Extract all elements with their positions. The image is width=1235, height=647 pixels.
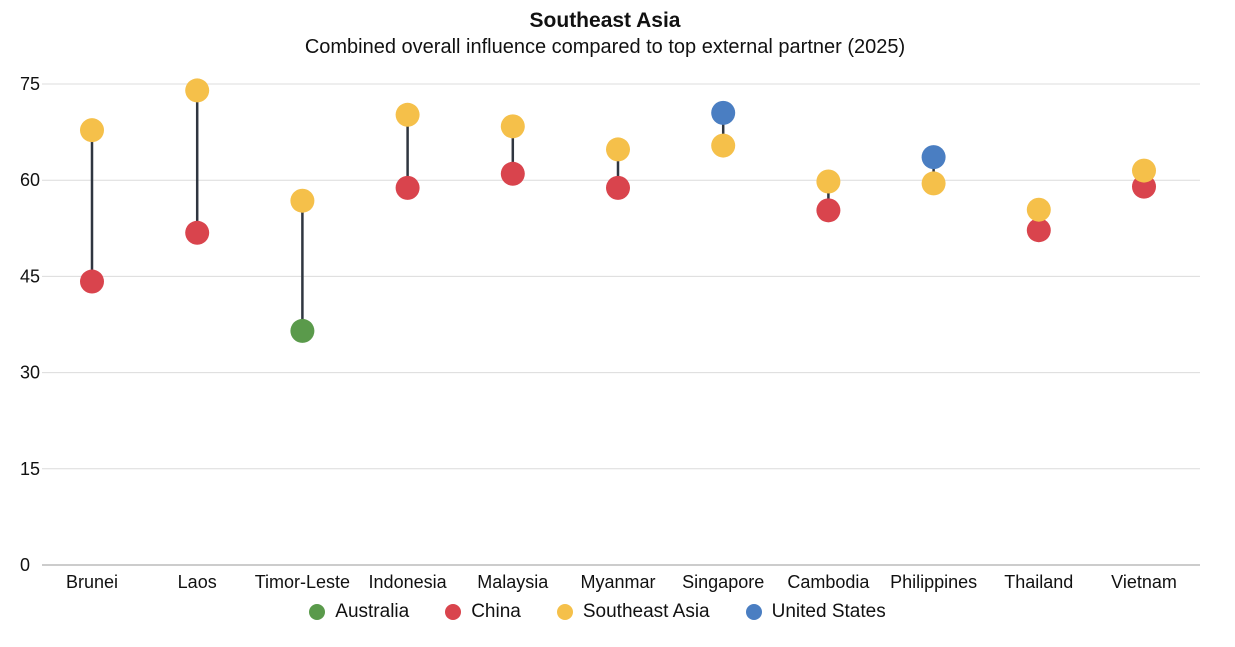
data-points bbox=[80, 78, 1156, 343]
gridlines bbox=[42, 83, 1200, 566]
legend: Australia China Southeast Asia United State… bbox=[0, 601, 1195, 623]
data-point bbox=[816, 169, 841, 194]
y-tick-label: 60 bbox=[20, 170, 40, 190]
legend-swatch bbox=[309, 604, 326, 620]
y-tick-label: 45 bbox=[20, 266, 40, 286]
data-point bbox=[80, 269, 104, 294]
y-tick-label: 0 bbox=[20, 555, 30, 575]
x-tick-label: Malaysia bbox=[477, 572, 549, 592]
y-axis-ticks: 0 15 30 45 60 75 bbox=[20, 74, 40, 575]
data-point bbox=[500, 161, 525, 186]
chart-subtitle: Combined overall influence compared to t… bbox=[304, 36, 906, 58]
legend-label: China bbox=[471, 601, 521, 622]
x-axis-ticks: Brunei Laos Timor-Leste Indonesia Malaysia My… bbox=[66, 572, 1177, 592]
x-tick-label: Indonesia bbox=[369, 572, 448, 592]
legend-item: United States bbox=[745, 601, 886, 623]
y-tick-label: 30 bbox=[20, 363, 40, 383]
data-point bbox=[290, 188, 315, 213]
legend-item: Australia bbox=[309, 601, 409, 623]
x-tick-label: Timor-Leste bbox=[255, 572, 350, 592]
data-point bbox=[395, 102, 420, 127]
data-point bbox=[185, 220, 210, 245]
dumbbell-chart: 0 15 30 45 60 75 Brunei Laos Timor-Leste Indones… bbox=[20, 74, 1200, 592]
x-tick-label: Brunei bbox=[66, 572, 118, 592]
y-tick-label: 75 bbox=[20, 74, 40, 94]
x-tick-label: Thailand bbox=[1004, 572, 1073, 592]
legend-item: China bbox=[445, 601, 521, 623]
data-point bbox=[606, 175, 630, 200]
data-point bbox=[395, 175, 420, 200]
connector-lines bbox=[90, 90, 1146, 331]
data-point bbox=[1026, 197, 1051, 222]
x-tick-label: Myanmar bbox=[580, 572, 655, 592]
data-point bbox=[185, 78, 210, 103]
x-tick-label: Cambodia bbox=[787, 572, 870, 592]
data-point bbox=[500, 114, 525, 139]
legend-item: Southeast Asia bbox=[556, 601, 710, 623]
legend-swatch bbox=[556, 604, 573, 620]
data-point bbox=[1026, 218, 1051, 243]
data-point bbox=[816, 198, 841, 223]
data-point bbox=[1132, 158, 1156, 183]
y-tick-label: 15 bbox=[20, 459, 40, 479]
x-tick-label: Philippines bbox=[890, 572, 977, 592]
data-point bbox=[711, 100, 736, 125]
x-tick-label: Vietnam bbox=[1111, 572, 1177, 592]
data-point bbox=[606, 137, 630, 162]
legend-swatch bbox=[445, 604, 462, 620]
data-point bbox=[290, 318, 315, 343]
data-point bbox=[80, 118, 104, 143]
legend-label: United States bbox=[771, 601, 886, 622]
x-tick-label: Singapore bbox=[682, 572, 764, 592]
x-tick-label: Laos bbox=[178, 572, 217, 592]
legend-swatch bbox=[745, 604, 762, 620]
data-point bbox=[711, 133, 736, 158]
legend-label: Australia bbox=[335, 601, 410, 622]
data-point bbox=[921, 145, 946, 170]
legend-label: Southeast Asia bbox=[582, 601, 710, 622]
chart-title: Southeast Asia bbox=[529, 9, 681, 32]
data-point bbox=[921, 171, 946, 196]
